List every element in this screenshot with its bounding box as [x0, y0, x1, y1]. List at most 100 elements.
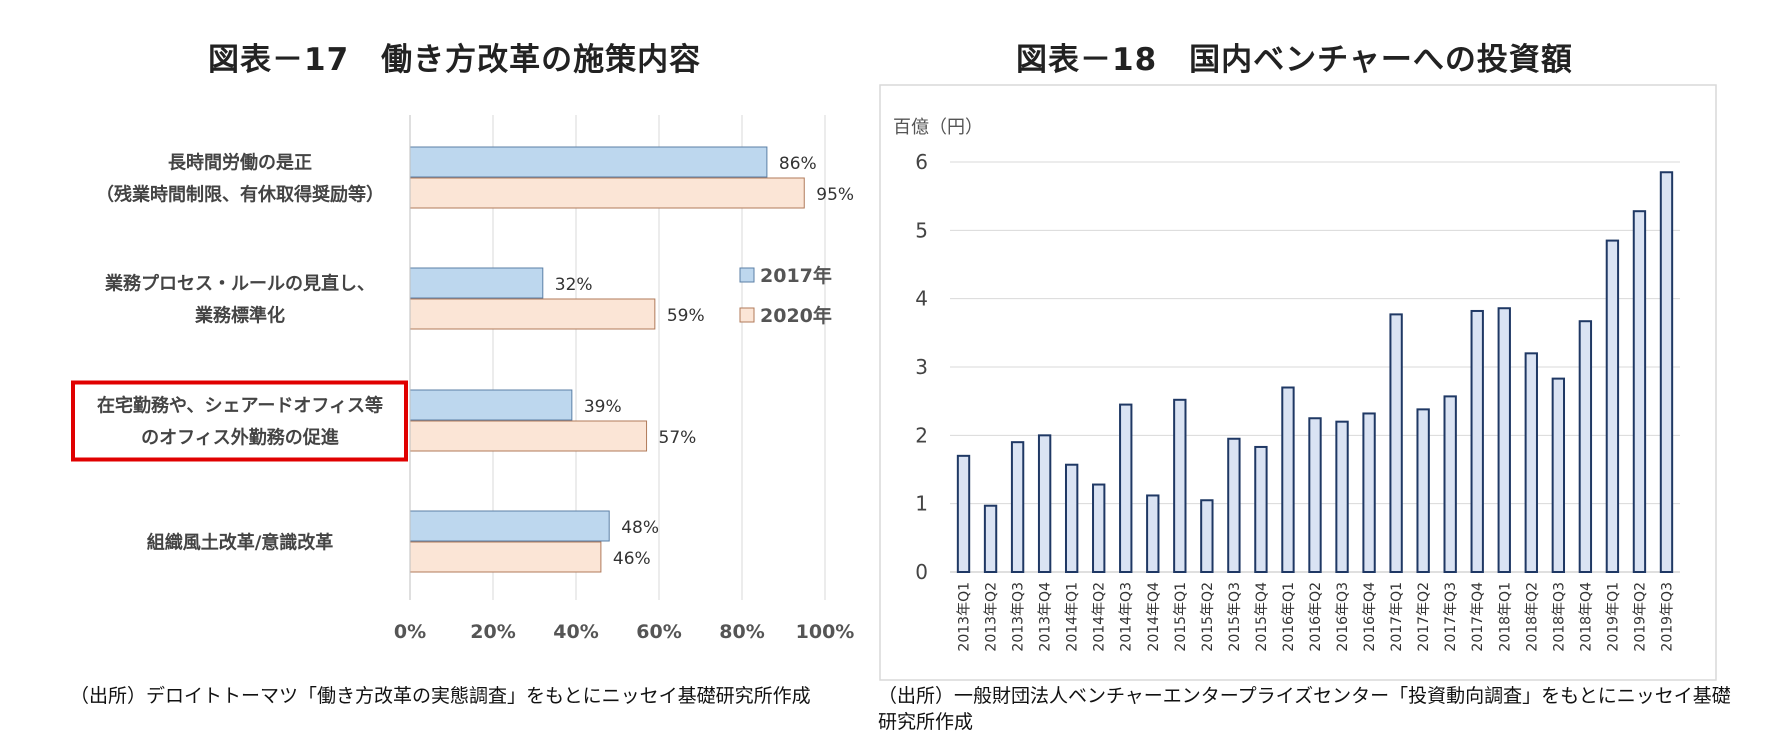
- left-category-label: 業務プロセス・ルールの見直し、: [104, 273, 375, 295]
- right-x-tick-label: 2013年Q3: [1011, 582, 1027, 652]
- left-category-label: 長時間労働の是正: [168, 152, 312, 174]
- left-bar-2020: [409, 541, 602, 573]
- right-bar: [1578, 320, 1593, 574]
- left-x-tick-label: 80%: [719, 621, 764, 643]
- right-bar: [1308, 417, 1322, 573]
- right-bar: [1497, 307, 1511, 573]
- left-bar-value-label: 59%: [667, 306, 705, 326]
- right-bar: [1443, 395, 1457, 573]
- right-x-tick-label: 2017年Q2: [1416, 582, 1432, 652]
- right-y-tick-label: 1: [915, 492, 928, 516]
- left-x-tick-label: 0%: [394, 621, 426, 643]
- right-x-tick-label: 2014年Q2: [1092, 582, 1108, 652]
- left-bar-2017: [409, 146, 768, 178]
- right-bar: [1362, 412, 1376, 574]
- right-bar: [1146, 494, 1160, 574]
- right-x-tick-label: 2015年Q3: [1227, 582, 1243, 652]
- left-x-tick-label: 40%: [553, 621, 598, 643]
- legend-label: 2020年: [760, 304, 832, 327]
- right-bar: [956, 454, 971, 574]
- legend-swatch-2017: [739, 267, 755, 283]
- right-bar: [983, 504, 998, 574]
- right-x-tick-label: 2017年Q3: [1443, 582, 1459, 652]
- right-y-tick-label: 0: [915, 560, 928, 584]
- right-y-tick-label: 5: [915, 218, 928, 242]
- highlight-box: [71, 380, 408, 462]
- right-x-tick-label: 2013年Q1: [957, 582, 973, 652]
- left-category-label: のオフィス外勤務の促進: [141, 427, 339, 449]
- right-y-tick-label: 3: [915, 355, 928, 379]
- right-bar: [1010, 441, 1025, 573]
- right-x-tick-label: 2014年Q3: [1119, 582, 1135, 652]
- right-x-tick-label: 2019年Q3: [1659, 582, 1675, 652]
- left-category-label: （残業時間制限、有休取得奨励等）: [96, 184, 384, 206]
- right-bar: [1281, 386, 1295, 573]
- left-bar-2020: [409, 298, 656, 330]
- right-bar: [1632, 210, 1647, 573]
- right-bar: [1335, 420, 1349, 573]
- right-bar: [1254, 445, 1268, 574]
- left-bar-value-label: 39%: [584, 397, 622, 417]
- right-x-tick-label: 2015年Q2: [1200, 582, 1216, 652]
- right-chart-frame: [879, 84, 1717, 681]
- right-bar: [1389, 313, 1403, 573]
- left-bar-value-label: 86%: [779, 154, 817, 174]
- right-bar: [1092, 483, 1106, 573]
- left-bar-2017: [409, 389, 573, 421]
- right-bar: [1416, 408, 1430, 573]
- left-bar-value-label: 46%: [613, 549, 651, 569]
- left-x-tick-label: 100%: [796, 621, 855, 643]
- right-x-tick-label: 2017年Q1: [1389, 582, 1405, 652]
- right-source-note: （出所）一般財団法人ベンチャーエンタープライズセンター「投資動向調査」をもとにニ…: [878, 685, 1731, 733]
- left-x-tick-label: 20%: [470, 621, 515, 643]
- right-x-tick-label: 2016年Q3: [1335, 582, 1351, 652]
- left-bar-2020: [409, 420, 648, 452]
- right-y-tick-label: 6: [915, 150, 928, 174]
- right-bar: [1227, 437, 1241, 573]
- left-bar-value-label: 95%: [816, 185, 854, 205]
- right-x-tick-label: 2016年Q4: [1362, 582, 1378, 652]
- right-x-tick-label: 2013年Q2: [984, 582, 1000, 652]
- right-bar: [1524, 352, 1538, 574]
- right-x-tick-label: 2016年Q1: [1281, 582, 1297, 652]
- right-x-tick-label: 2018年Q4: [1578, 582, 1594, 652]
- right-x-tick-label: 2019年Q1: [1605, 582, 1621, 652]
- left-bar-2017: [409, 267, 544, 299]
- right-chart-title: 図表－18 国内ベンチャーへの投資額: [1016, 42, 1573, 78]
- legend-swatch-2020: [739, 307, 755, 323]
- left-category-label: 業務標準化: [194, 305, 285, 327]
- right-bar: [1659, 171, 1674, 573]
- right-bar: [1119, 403, 1133, 574]
- right-y-tick-label: 4: [915, 287, 928, 311]
- right-y-tick-label: 2: [915, 423, 928, 447]
- right-x-tick-label: 2014年Q4: [1146, 582, 1162, 652]
- right-x-tick-label: 2018年Q2: [1524, 582, 1540, 652]
- left-source-note: （出所）デロイトトーマツ「働き方改革の実態調査」をもとにニッセイ基礎研究所作成: [70, 685, 811, 707]
- left-bar-value-label: 57%: [659, 428, 697, 448]
- left-category-label: 在宅勤務や、シェアードオフィス等: [97, 395, 383, 417]
- right-bar: [1173, 398, 1187, 573]
- legend-label: 2017年: [760, 264, 832, 287]
- left-chart-title: 図表－17 働き方改革の施策内容: [208, 42, 702, 78]
- right-x-tick-label: 2018年Q1: [1497, 582, 1513, 652]
- right-x-tick-label: 2015年Q4: [1254, 582, 1270, 652]
- left-category-label: 組織風土改革/意識改革: [147, 532, 334, 554]
- right-bar: [1470, 309, 1484, 573]
- right-x-tick-label: 2018年Q3: [1551, 582, 1567, 652]
- right-bar: [1064, 463, 1079, 574]
- left-bar-value-label: 48%: [621, 518, 659, 538]
- left-bar-value-label: 32%: [555, 275, 593, 295]
- right-bar: [1037, 434, 1052, 574]
- right-x-tick-label: 2019年Q2: [1632, 582, 1648, 652]
- right-bar: [1551, 377, 1566, 573]
- right-x-tick-label: 2013年Q4: [1038, 582, 1054, 652]
- right-x-tick-label: 2014年Q1: [1065, 582, 1081, 652]
- left-bar-2017: [409, 510, 610, 542]
- right-x-tick-label: 2017年Q4: [1470, 582, 1486, 652]
- right-bar: [1200, 499, 1214, 573]
- right-x-tick-label: 2015年Q1: [1173, 582, 1189, 652]
- left-x-tick-label: 60%: [636, 621, 681, 643]
- right-bar: [1605, 239, 1620, 573]
- right-y-unit-label: 百億（円）: [893, 117, 983, 138]
